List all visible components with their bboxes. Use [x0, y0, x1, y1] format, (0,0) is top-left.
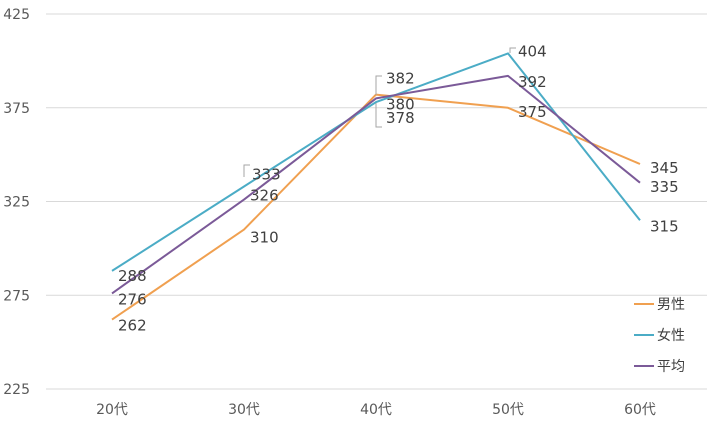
x-tick-label: 50代 — [492, 402, 524, 418]
series-line-1 — [111, 52, 641, 272]
data-label: 380 — [386, 95, 415, 113]
label-leaders — [243, 47, 516, 177]
x-tick-label: 20代 — [96, 402, 128, 418]
data-label: 326 — [250, 187, 279, 205]
data-labels: 262 310 382 375 345 288 333 378 404 315 276 326 380 3… — [118, 42, 679, 334]
y-axis-ticks: 225 275 325 375 425 — [3, 7, 30, 398]
data-label: 392 — [518, 73, 547, 91]
data-label: 404 — [518, 42, 547, 60]
data-label: 315 — [650, 217, 679, 235]
x-tick-label: 40代 — [360, 402, 392, 418]
legend-label: 平均 — [657, 359, 685, 375]
data-label: 333 — [252, 166, 281, 184]
label-leader-line — [509, 47, 516, 53]
y-tick-label: 275 — [3, 288, 30, 304]
y-tick-label: 325 — [3, 195, 30, 211]
data-label: 375 — [518, 103, 547, 121]
series-line-0 — [111, 93, 641, 321]
y-tick-label: 225 — [3, 382, 30, 398]
data-label: 335 — [650, 178, 679, 196]
x-tick-label: 30代 — [228, 402, 260, 418]
label-leader-line — [243, 164, 250, 177]
gridlines — [46, 13, 707, 390]
label-leader-line — [375, 103, 382, 128]
x-tick-label: 60代 — [624, 402, 656, 418]
data-label: 262 — [118, 317, 147, 335]
legend-label: 女性 — [657, 327, 685, 344]
data-label: 345 — [650, 159, 679, 177]
data-label: 276 — [118, 290, 147, 308]
legend-label: 男性 — [657, 297, 685, 313]
series-line-2 — [111, 74, 641, 295]
x-axis-ticks: 20代 30代 40代 50代 60代 — [96, 402, 656, 418]
data-label: 378 — [386, 109, 415, 127]
data-label: 310 — [250, 229, 279, 247]
y-tick-label: 375 — [3, 101, 30, 117]
data-label: 382 — [386, 70, 415, 88]
y-tick-label: 425 — [3, 7, 30, 23]
label-leader-line — [375, 75, 382, 95]
data-label: 288 — [118, 267, 147, 285]
